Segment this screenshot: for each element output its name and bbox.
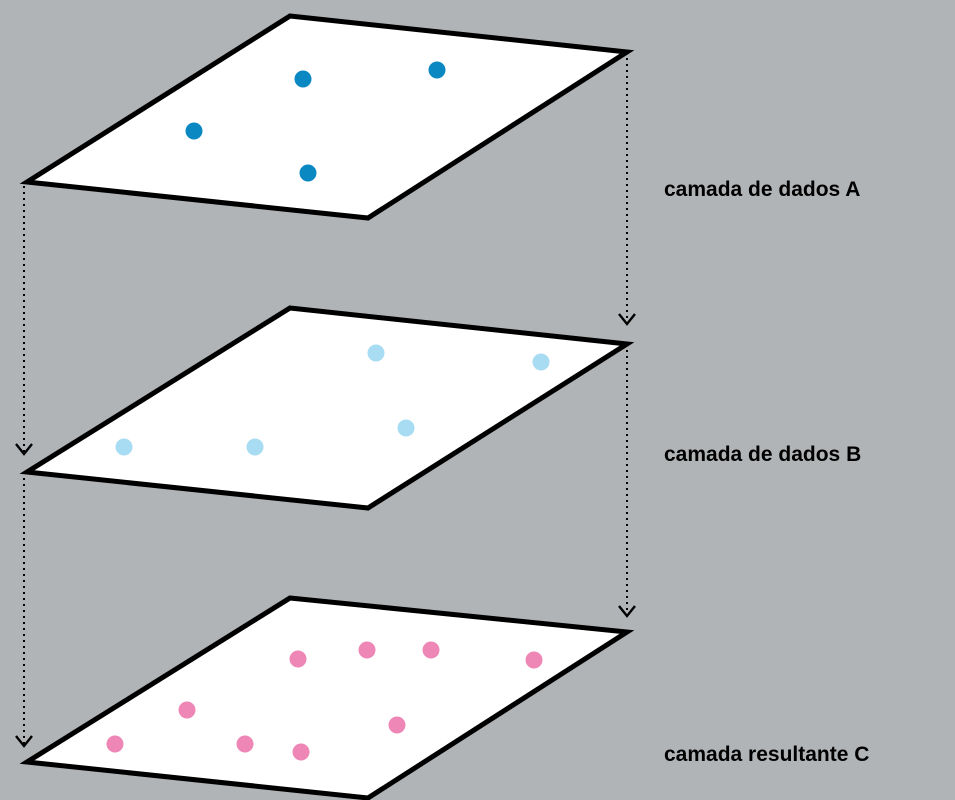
arrow-head-right-b-c bbox=[618, 605, 636, 618]
layer-a-point bbox=[294, 70, 312, 88]
layer-a-point bbox=[428, 61, 446, 79]
layer-b-point bbox=[367, 344, 385, 362]
layer-c-point bbox=[178, 701, 196, 719]
layer-c-point bbox=[289, 650, 307, 668]
layer-b-point bbox=[246, 438, 264, 456]
projection-arrows bbox=[15, 58, 636, 748]
layer-c-point bbox=[106, 735, 124, 753]
layer-b-points bbox=[115, 344, 550, 456]
layer-a bbox=[19, 13, 635, 221]
layer-b-plane bbox=[19, 305, 635, 511]
layer-c-point bbox=[422, 641, 440, 659]
layer-b-point bbox=[397, 419, 415, 437]
layer-b-label: camada de dados B bbox=[664, 443, 862, 466]
layer-c-plane bbox=[19, 595, 635, 800]
layer-c-label: camada resultante C bbox=[664, 743, 870, 766]
layer-b bbox=[19, 305, 635, 511]
layer-a-point bbox=[299, 164, 317, 182]
layer-a-label: camada de dados A bbox=[664, 178, 861, 201]
layer-c-point bbox=[358, 641, 376, 659]
layer-c-point bbox=[525, 651, 543, 669]
layer-c-point bbox=[388, 716, 406, 734]
layer-c-point bbox=[236, 735, 254, 753]
layer-c-point bbox=[292, 743, 310, 761]
layer-b-point bbox=[532, 353, 550, 371]
layer-b-point bbox=[115, 438, 133, 456]
layer-a-plane bbox=[19, 13, 635, 221]
arrow-head-left-a-b bbox=[15, 443, 33, 456]
arrow-head-right-a-b bbox=[618, 313, 636, 326]
arrow-head-left-b-c bbox=[15, 735, 33, 748]
layer-a-points bbox=[185, 61, 446, 182]
layer-c bbox=[19, 595, 635, 800]
layer-c-points bbox=[106, 641, 543, 761]
layer-a-point bbox=[185, 122, 203, 140]
